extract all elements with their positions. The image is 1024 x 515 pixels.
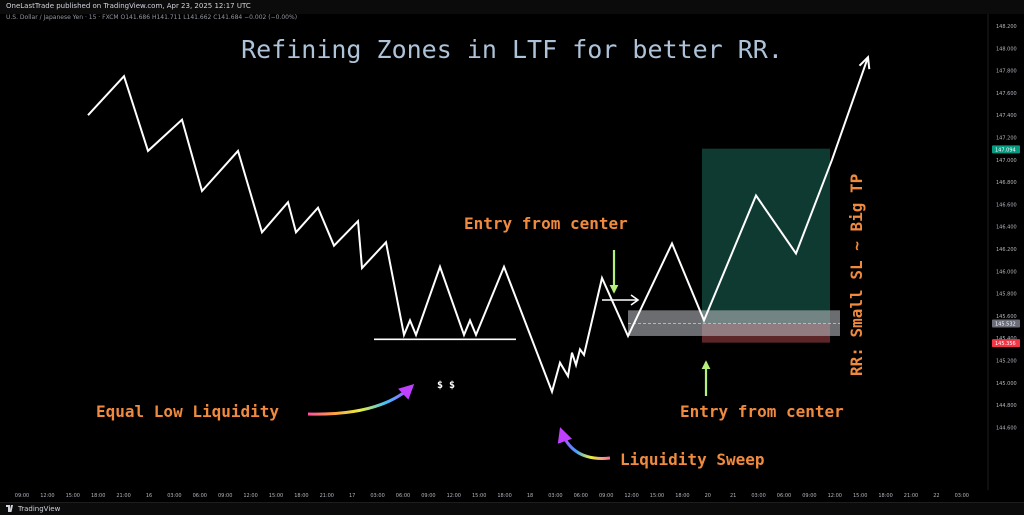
price-tag-text: 145.532 xyxy=(995,321,1016,327)
equal-low-liquidity-label: Equal Low Liquidity xyxy=(96,402,279,421)
x-tick-label: 15:00 xyxy=(66,493,80,499)
price-line xyxy=(87,56,869,395)
chart-title: Refining Zones in LTF for better RR. xyxy=(241,35,783,64)
x-tick-label: 09:00 xyxy=(802,493,816,499)
x-tick-label: 12:00 xyxy=(447,493,461,499)
x-tick-label: 12:00 xyxy=(243,493,257,499)
liquidity-sweep-arrow xyxy=(557,427,611,460)
x-tick-label: 06:00 xyxy=(396,493,410,499)
bos-arrow xyxy=(602,294,640,306)
price-tag: 147.094 xyxy=(992,145,1020,154)
symbol-ohlc-info[interactable]: U.S. Dollar / Japanese Yen · 15 · FXCM O… xyxy=(6,14,298,21)
x-tick-label: 21:00 xyxy=(904,493,918,499)
published-text: OneLastTrade published on TradingView.co… xyxy=(6,2,251,10)
liquidity-sweep-label: Liquidity Sweep xyxy=(620,450,765,469)
x-tick-label: 18:00 xyxy=(497,493,511,499)
x-tick-label: 06:00 xyxy=(574,493,588,499)
x-tick-label: 17 xyxy=(349,493,355,499)
y-tick-label: 144.800 xyxy=(996,403,1017,409)
x-tick-label: 06:00 xyxy=(777,493,791,499)
time-axis[interactable]: 09:00 12:00 15:00 18:00 21:00 16 03:00 06:00 09:… xyxy=(15,493,969,499)
x-tick-label: 03:00 xyxy=(955,493,969,499)
y-tick-label: 144.600 xyxy=(996,425,1017,431)
x-tick-label: 03:00 xyxy=(167,493,181,499)
y-tick-label: 145.200 xyxy=(996,359,1017,365)
y-tick-label: 147.400 xyxy=(996,113,1017,119)
y-tick-label: 145.600 xyxy=(996,314,1017,320)
y-tick-label: 146.000 xyxy=(996,269,1017,275)
x-tick-label: 16 xyxy=(146,493,152,499)
x-tick-label: 12:00 xyxy=(624,493,638,499)
x-tick-label: 03:00 xyxy=(370,493,384,499)
x-tick-label: 18:00 xyxy=(675,493,689,499)
entry-from-center-label: Entry from center xyxy=(680,402,844,421)
rr-label: RR: Small SL ~ Big TP xyxy=(847,174,866,376)
x-tick-label: 15:00 xyxy=(853,493,867,499)
x-tick-label: 18:00 xyxy=(91,493,105,499)
y-tick-label: 147.200 xyxy=(996,136,1017,142)
x-tick-label: 21 xyxy=(730,493,736,499)
y-tick-label: 146.800 xyxy=(996,180,1017,186)
tradingview-logo-icon xyxy=(6,505,14,512)
price-tag-text: 145.356 xyxy=(995,341,1016,347)
price-axis[interactable]: 144.600144.800145.000145.200145.400145.6… xyxy=(996,24,1017,431)
publish-bar: OneLastTrade published on TradingView.co… xyxy=(0,0,1024,14)
x-tick-label: 18:00 xyxy=(294,493,308,499)
y-tick-label: 147.600 xyxy=(996,91,1017,97)
final-arrowhead xyxy=(858,55,871,70)
x-tick-label: 22 xyxy=(933,493,939,499)
price-tags: 147.094 145.532 145.356 xyxy=(992,145,1020,348)
x-tick-label: 09:00 xyxy=(15,493,29,499)
price-tag: 145.356 xyxy=(992,339,1020,348)
x-tick-label: 03:00 xyxy=(548,493,562,499)
x-tick-label: 18 xyxy=(527,493,533,499)
x-tick-label: 20 xyxy=(705,493,711,499)
y-tick-label: 146.600 xyxy=(996,202,1017,208)
y-tick-label: 147.000 xyxy=(996,158,1017,164)
x-tick-label: 03:00 xyxy=(751,493,765,499)
y-tick-label: 145.000 xyxy=(996,381,1017,387)
y-tick-label: 145.800 xyxy=(996,292,1017,298)
price-tag-text: 147.094 xyxy=(995,147,1016,153)
x-tick-label: 06:00 xyxy=(193,493,207,499)
tp-zone xyxy=(702,148,830,324)
x-tick-label: 12:00 xyxy=(828,493,842,499)
x-tick-label: 09:00 xyxy=(218,493,232,499)
x-tick-label: 12:00 xyxy=(40,493,54,499)
y-tick-label: 148.200 xyxy=(996,24,1017,30)
y-tick-label: 147.800 xyxy=(996,69,1017,75)
x-tick-label: 15:00 xyxy=(650,493,664,499)
y-tick-label: 146.200 xyxy=(996,247,1017,253)
y-tick-label: 146.400 xyxy=(996,225,1017,231)
x-tick-label: 18:00 xyxy=(878,493,892,499)
x-tick-label: 09:00 xyxy=(421,493,435,499)
footer-brand[interactable]: TradingView xyxy=(18,505,61,513)
dollar-signs-label: $ $ xyxy=(437,380,455,391)
x-tick-label: 15:00 xyxy=(269,493,283,499)
footer-bar: TradingView xyxy=(0,502,1024,515)
equal-low-arrow xyxy=(307,383,415,416)
x-tick-label: 21:00 xyxy=(320,493,334,499)
x-tick-label: 21:00 xyxy=(116,493,130,499)
x-tick-label: 09:00 xyxy=(599,493,613,499)
x-tick-label: 15:00 xyxy=(472,493,486,499)
break-of-structure-label: Entry from center xyxy=(464,214,628,233)
price-tag: 145.532 xyxy=(992,319,1020,328)
y-tick-label: 148.000 xyxy=(996,46,1017,52)
